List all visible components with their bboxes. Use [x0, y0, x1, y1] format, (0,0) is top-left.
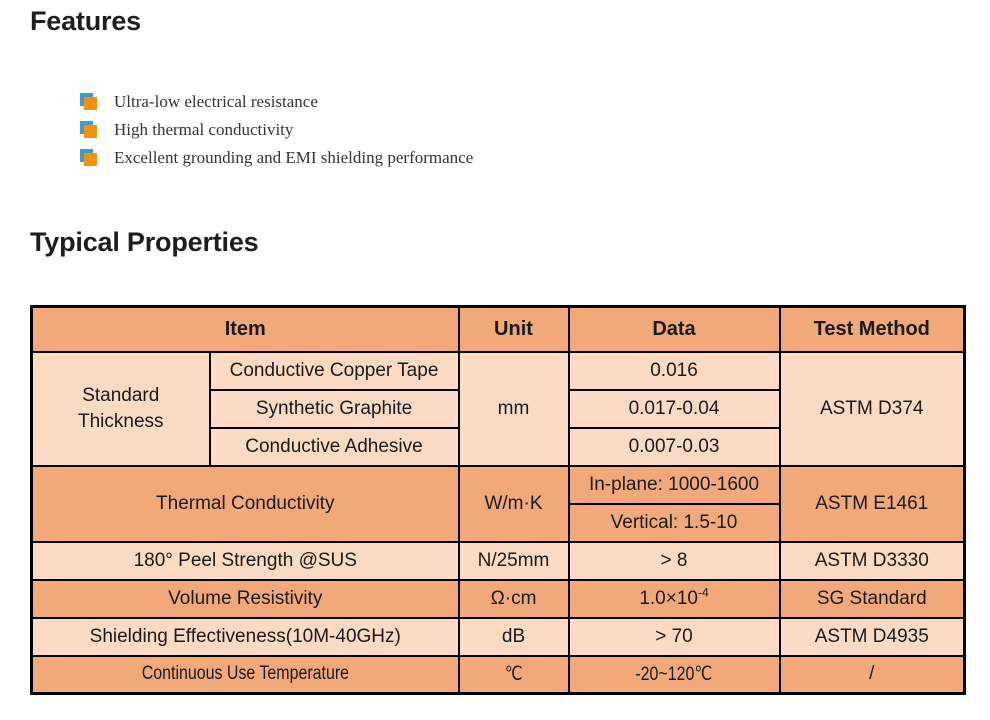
- cell-unit-text: ℃: [504, 663, 523, 685]
- cell-test-method: ASTM D374: [778, 350, 966, 467]
- cell-item-sub: Conductive Adhesive: [208, 426, 460, 467]
- table-row: Synthetic Graphite 0.017-0.04: [32, 388, 965, 429]
- feature-text: High thermal conductivity: [114, 119, 294, 139]
- list-item: Ultra-low electrical resistance: [80, 87, 990, 115]
- table-header-row: Item Unit Data Test Method: [30, 305, 966, 353]
- feature-list: Ultra-low electrical resistance High the…: [80, 87, 990, 171]
- list-item: Excellent grounding and EMI shielding pe…: [80, 143, 990, 171]
- typical-properties-table: Item Unit Data Test Method Standard Thic…: [30, 305, 966, 695]
- cell-test-method: SG Standard: [778, 578, 966, 619]
- cell-test-method: /: [778, 654, 966, 695]
- table-row: Conductive Adhesive 0.007-0.03: [32, 426, 965, 467]
- typical-properties-heading: Typical Properties: [30, 227, 259, 257]
- cell-data: -20~120℃: [567, 654, 781, 695]
- cell-data: 0.007-0.03: [567, 426, 781, 467]
- cell-item: 180° Peel Strength @SUS: [30, 540, 460, 581]
- table-row: Shielding Effectiveness(10M-40GHz) dB > …: [30, 616, 966, 657]
- cell-data-text: -20~120℃: [635, 663, 713, 685]
- table-row: Thermal Conductivity W/m·K In-plane: 100…: [30, 464, 966, 543]
- header-item: Item: [30, 305, 460, 353]
- header-unit: Unit: [457, 305, 570, 353]
- table-row: Standard Thickness Conductive Copper Tap…: [30, 350, 966, 467]
- table-row: Vertical: 1.5-10: [32, 502, 965, 543]
- cell-data: In-plane: 1000-1600: [567, 464, 781, 505]
- feature-text: Ultra-low electrical resistance: [114, 91, 318, 111]
- header-data: Data: [567, 305, 781, 353]
- cell-unit: W/m·K: [457, 464, 570, 543]
- cell-item: Shielding Effectiveness(10M-40GHz): [30, 616, 460, 657]
- cell-data: 0.017-0.04: [567, 388, 781, 429]
- feature-text: Excellent grounding and EMI shielding pe…: [114, 147, 474, 167]
- cell-unit: mm: [457, 350, 570, 467]
- cell-unit: Ω·cm: [457, 578, 570, 619]
- table-row: Continuous Use Temperature ℃ -20~120℃ /: [30, 654, 966, 695]
- cell-test-method: ASTM D4935: [778, 616, 966, 657]
- resistivity-value-exponent: -4: [697, 585, 709, 600]
- cell-item: Continuous Use Temperature: [30, 654, 460, 695]
- cell-data: 0.016: [567, 350, 781, 391]
- cell-test-method: ASTM D3330: [778, 540, 966, 581]
- bullet-square-icon: [80, 148, 97, 166]
- cell-item-text: Continuous Use Temperature: [141, 663, 349, 685]
- cell-item-sub: Synthetic Graphite: [208, 388, 460, 429]
- header-test-method: Test Method: [778, 305, 966, 353]
- cell-item-group: Standard Thickness: [30, 350, 211, 467]
- cell-item: Volume Resistivity: [30, 578, 460, 619]
- cell-data: Vertical: 1.5-10: [567, 502, 781, 543]
- bullet-square-icon: [80, 92, 97, 110]
- resistivity-value-base: 1.0×10: [639, 587, 698, 609]
- cell-unit: ℃: [457, 654, 570, 695]
- cell-item-group: Thermal Conductivity: [30, 464, 460, 543]
- cell-unit: N/25mm: [457, 540, 570, 581]
- cell-data: > 8: [567, 540, 781, 581]
- cell-unit: dB: [457, 616, 570, 657]
- table-row: Volume Resistivity Ω·cm 1.0×10-4 SG Stan…: [30, 578, 966, 619]
- table-row: 180° Peel Strength @SUS N/25mm > 8 ASTM …: [30, 540, 966, 581]
- features-heading: Features: [30, 6, 141, 36]
- cell-item-sub: Conductive Copper Tape: [208, 350, 460, 391]
- list-item: High thermal conductivity: [80, 115, 990, 143]
- cell-test-method: ASTM E1461: [778, 464, 966, 543]
- cell-data: > 70: [567, 616, 781, 657]
- cell-data: 1.0×10-4: [567, 578, 781, 619]
- bullet-square-icon: [80, 120, 97, 138]
